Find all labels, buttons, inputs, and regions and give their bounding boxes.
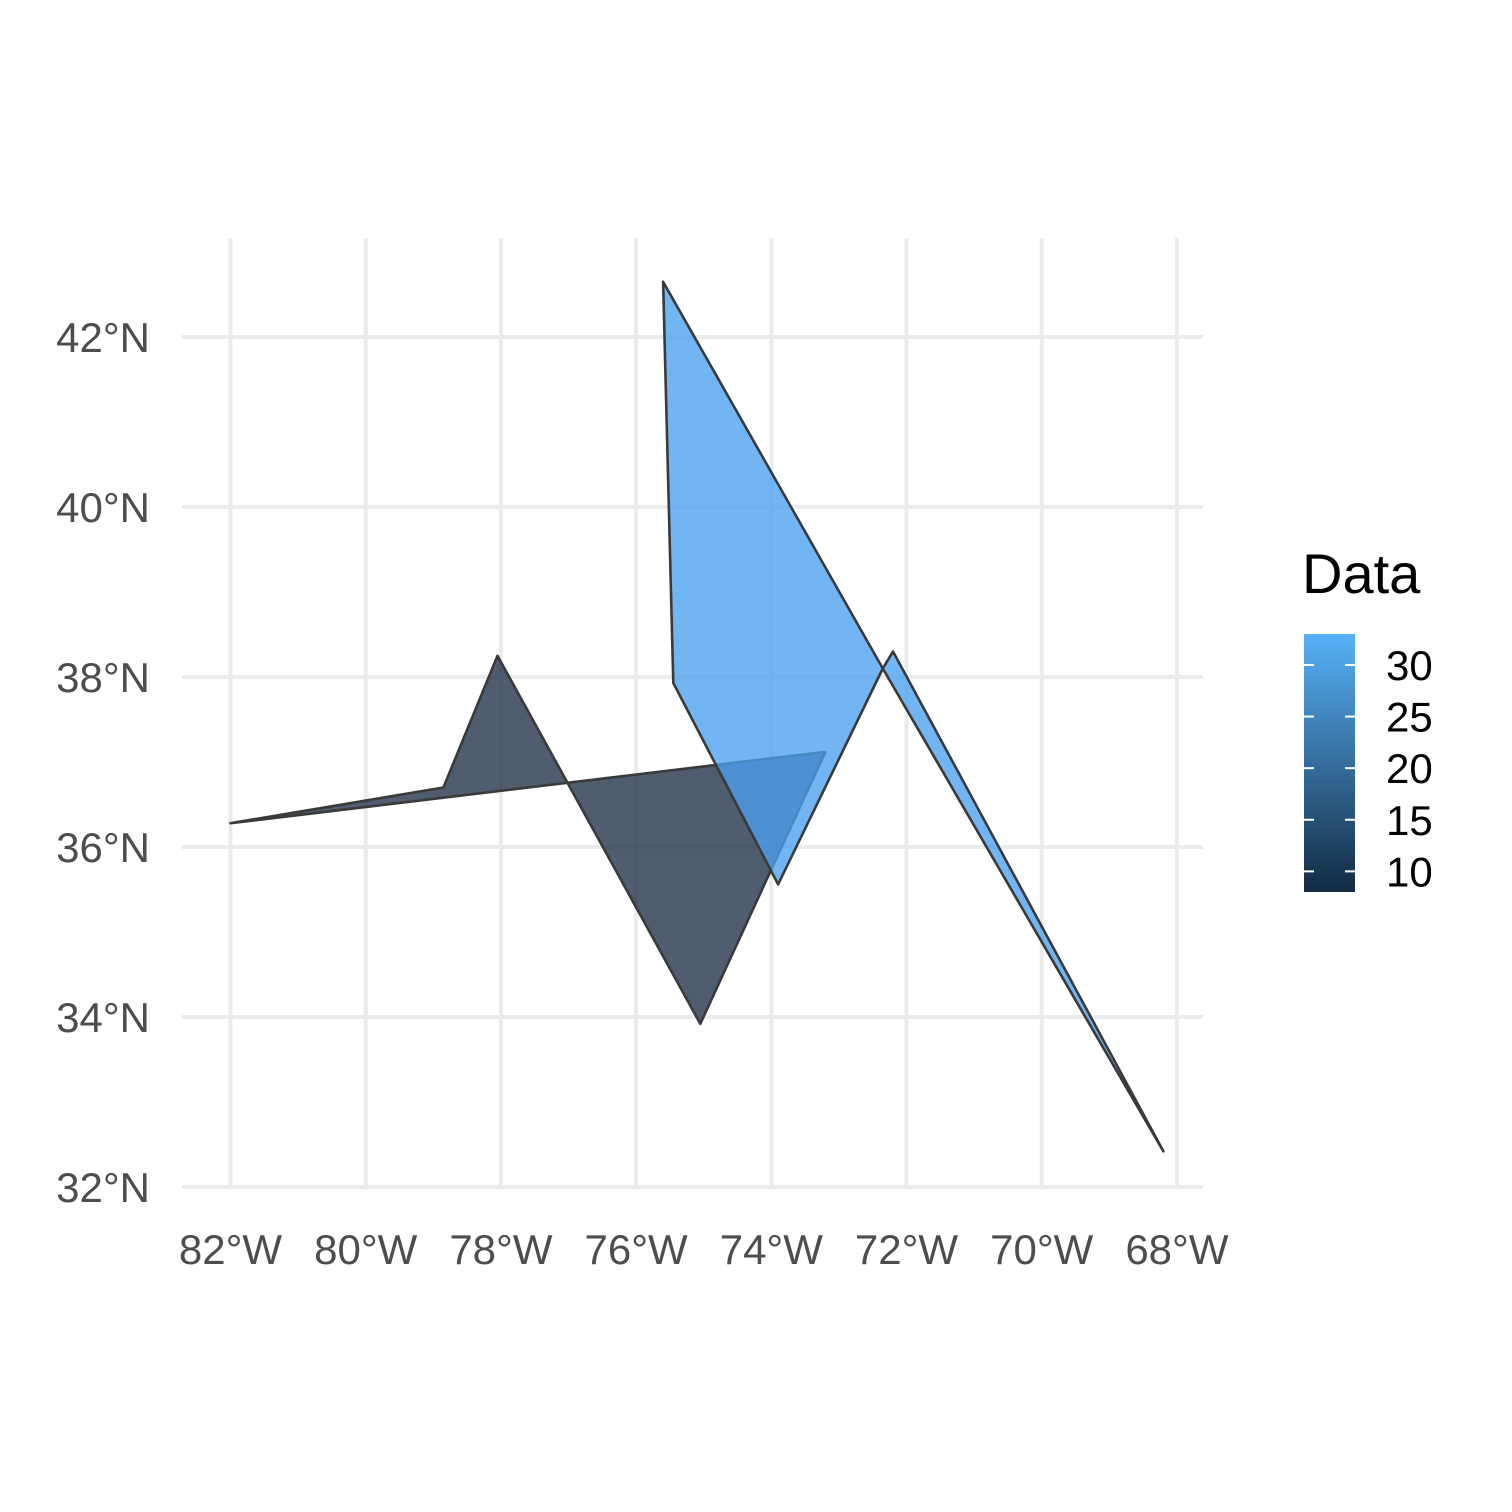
y-tick-label-1: 34°N [56, 994, 150, 1041]
x-tick-label-4: 74°W [720, 1226, 824, 1273]
legend-label-0: 10 [1386, 848, 1433, 895]
x-tick-label-7: 68°W [1125, 1226, 1229, 1273]
polygon-2 [661, 280, 1165, 1153]
y-tick-label-3: 38°N [56, 654, 150, 701]
legend-label-2: 20 [1386, 745, 1433, 792]
x-tick-label-0: 82°W [179, 1226, 283, 1273]
legend-colorbar [1304, 634, 1355, 892]
legend-label-4: 30 [1386, 642, 1433, 689]
legend-label-3: 25 [1386, 694, 1433, 741]
y-tick-label-2: 36°N [56, 824, 150, 871]
x-tick-label-1: 80°W [314, 1226, 418, 1273]
y-tick-label-0: 32°N [56, 1164, 150, 1211]
x-tick-label-5: 72°W [855, 1226, 959, 1273]
polygon-layer [229, 280, 1165, 1153]
x-axis-tick-labels: 82°W 80°W 78°W 76°W 74°W 72°W 70°W 68°W [179, 1226, 1229, 1273]
x-tick-label-3: 76°W [585, 1226, 689, 1273]
y-tick-label-5: 42°N [56, 314, 150, 361]
y-tick-label-4: 40°N [56, 484, 150, 531]
legend-title: Data [1302, 542, 1421, 605]
y-axis-tick-labels: 32°N 34°N 36°N 38°N 40°N 42°N [56, 314, 150, 1211]
x-tick-label-2: 78°W [449, 1226, 553, 1273]
x-tick-label-6: 70°W [990, 1226, 1094, 1273]
legend-label-1: 15 [1386, 797, 1433, 844]
